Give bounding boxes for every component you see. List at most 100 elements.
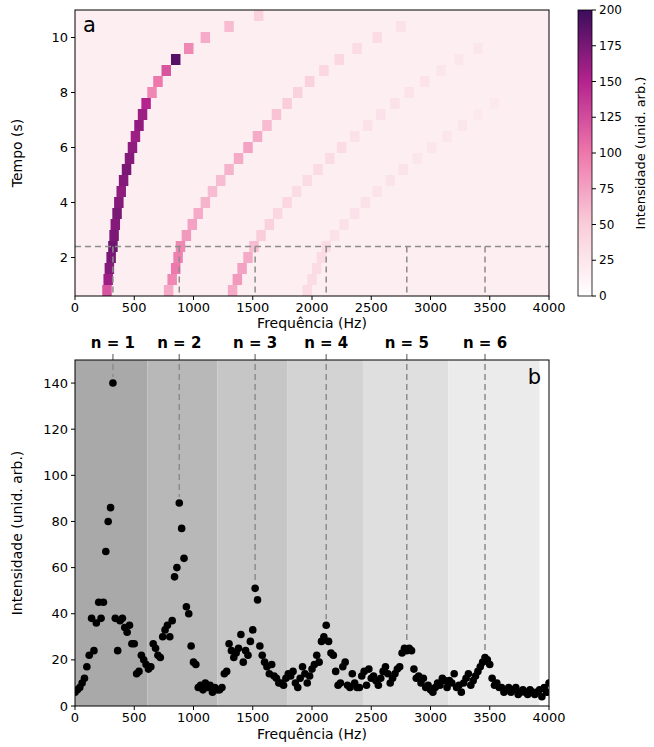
data-point <box>97 615 105 623</box>
data-point <box>183 603 191 611</box>
heatmap-cell <box>103 274 112 285</box>
data-point <box>332 668 340 676</box>
x-tick-label: 4000 <box>532 300 565 315</box>
colorbar-tick-label: 175 <box>599 39 622 53</box>
x-axis-title: Frequência (Hz) <box>257 315 367 331</box>
y-tick <box>71 202 75 203</box>
y-tick <box>71 706 75 707</box>
data-point <box>341 658 349 666</box>
y-tick-label: 10 <box>51 30 68 45</box>
heatmap-cell <box>282 197 291 208</box>
colorbar-tick <box>592 260 596 261</box>
colorbar-tick-label: 200 <box>599 3 622 17</box>
data-point <box>123 628 131 636</box>
heatmap-cell <box>102 285 111 296</box>
heatmap-cell <box>224 164 233 175</box>
data-point <box>330 651 338 659</box>
data-point <box>173 564 181 572</box>
heatmap-cell <box>303 285 312 296</box>
x-axis-title: Frequência (Hz) <box>257 726 367 742</box>
data-point <box>280 681 288 689</box>
colorbar-tick <box>592 45 596 46</box>
colorbar-tick-label: 75 <box>599 182 614 196</box>
x-tick-label: 4000 <box>532 710 565 725</box>
x-tick-label: 2500 <box>355 300 388 315</box>
y-tick-label: 0 <box>60 699 68 714</box>
data-point <box>171 573 179 581</box>
harmonic-line <box>325 247 327 297</box>
heatmap-cell <box>109 230 118 241</box>
data-point <box>178 525 186 533</box>
x-tick-label: 3500 <box>473 710 506 725</box>
y-tick <box>71 567 75 568</box>
plot-background <box>75 10 549 296</box>
y-tick <box>71 659 75 660</box>
heatmap-cell <box>454 54 463 65</box>
heatmap-cell <box>396 21 405 32</box>
heatmap-cell <box>167 274 176 285</box>
data-point <box>249 626 257 634</box>
heatmap-cell <box>427 142 436 153</box>
harmonic-line <box>112 354 114 377</box>
y-tick-label: 120 <box>43 422 68 437</box>
data-point <box>100 598 108 606</box>
harmonic-label: n = 2 <box>157 334 201 352</box>
heatmap-cell <box>292 186 301 197</box>
y-tick-label: 140 <box>43 376 68 391</box>
y-tick-label: 8 <box>60 85 68 100</box>
heatmap-cell <box>237 263 246 274</box>
y-tick-label: 100 <box>43 468 68 483</box>
x-tick-label: 1500 <box>236 300 269 315</box>
heatmap-cell <box>282 98 291 109</box>
data-point <box>90 647 98 655</box>
heatmap-cell <box>273 208 282 219</box>
y-tick-label: 6 <box>60 140 68 155</box>
data-point <box>104 518 112 526</box>
data-point <box>254 596 262 604</box>
data-point <box>410 665 418 673</box>
data-point <box>322 621 330 629</box>
data-point <box>180 555 188 563</box>
colorbar-tick <box>592 224 596 225</box>
heatmap-cell <box>363 120 372 131</box>
x-tick-label: 1000 <box>177 300 210 315</box>
heatmap-cell <box>131 131 140 142</box>
data-point <box>363 681 371 689</box>
y-axis-title: Tempo (s) <box>9 119 25 189</box>
heatmap-cell <box>184 43 193 54</box>
heatmap-cell <box>339 219 348 230</box>
heatmap-cell <box>473 109 482 120</box>
heatmap-cell <box>376 109 385 120</box>
colorbar-tick <box>592 10 596 11</box>
data-point <box>303 679 311 687</box>
heatmap-cell <box>293 87 302 98</box>
heatmap-cell <box>114 197 123 208</box>
data-point <box>289 668 297 676</box>
heatmap-cell <box>313 164 322 175</box>
harmonic-line <box>325 354 327 619</box>
data-point <box>159 633 167 641</box>
heatmap-cell <box>372 32 381 43</box>
heatmap-cell <box>171 54 180 65</box>
heatmap-cell <box>201 197 210 208</box>
y-tick-label: 40 <box>51 606 68 621</box>
data-point <box>157 654 165 662</box>
data-point <box>465 670 473 678</box>
data-point <box>147 663 155 671</box>
harmonic-band <box>147 360 217 706</box>
heatmap-cell <box>153 76 162 87</box>
heatmap-cell <box>138 109 147 120</box>
figure: 05001000150020002500300035004000246810Fr… <box>0 0 654 747</box>
harmonic-band <box>217 360 287 706</box>
heatmap-cell <box>312 263 321 274</box>
heatmap-cell <box>224 21 233 32</box>
heatmap-cell <box>208 186 217 197</box>
data-point <box>235 645 243 653</box>
heatmap-cell <box>164 285 173 296</box>
y-tick-label: 20 <box>51 652 68 667</box>
y-tick-label: 80 <box>51 514 68 529</box>
colorbar-tick-label: 50 <box>599 218 614 232</box>
data-point <box>135 668 143 676</box>
harmonic-band <box>75 360 147 706</box>
data-point <box>119 615 127 623</box>
